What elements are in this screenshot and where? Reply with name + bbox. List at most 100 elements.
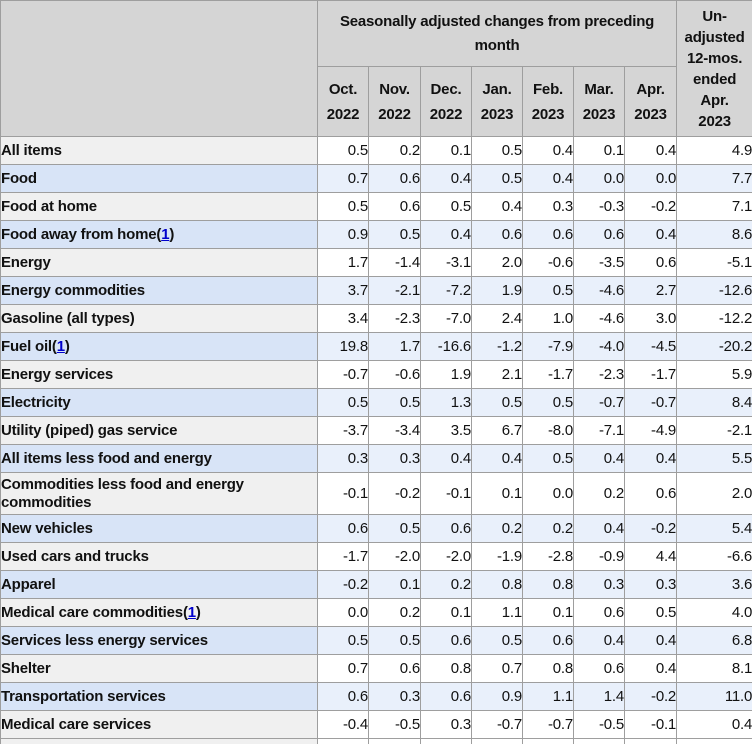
value-cell: -0.4 [317, 710, 369, 739]
row-label-text: Utility (piped) gas service [1, 421, 178, 439]
value-cell: 0.5 [368, 626, 421, 655]
table-row: Apparel -0.2 0.1 0.2 0.8 0.8 0.3 0.3 3.6 [0, 570, 752, 599]
value-cell [471, 738, 523, 744]
value-cell: 0.5 [623, 598, 678, 627]
value-cell: -5.1 [676, 248, 752, 277]
table-row: Energy 1.7 -1.4 -3.1 2.0 -0.6 -3.5 0.6 -5.1 [0, 248, 752, 277]
value-cell: 0.5 [317, 388, 369, 417]
value-cell: 0.5 [317, 192, 369, 221]
value-cell: -4.0 [573, 332, 625, 361]
value-cell: -0.5 [368, 710, 421, 739]
table-row: Food away from home(1) 0.9 0.5 0.4 0.6 0.6 0.6… [0, 220, 752, 249]
value-cell: 0.5 [471, 164, 523, 193]
value-cell [676, 738, 752, 744]
row-label: Food at home [0, 192, 318, 221]
table-row: Energy commodities 3.7 -2.1 -7.2 1.9 0.5 -4.6 2… [0, 276, 752, 305]
value-cell: 1.9 [471, 276, 523, 305]
value-cell: -2.3 [368, 304, 421, 333]
value-cell: 3.4 [317, 304, 369, 333]
value-cell: 0.3 [420, 710, 472, 739]
footnote-link[interactable]: 1 [56, 337, 65, 355]
value-cell: 3.5 [420, 416, 472, 445]
value-cell: 2.7 [623, 276, 678, 305]
footnote-link[interactable]: 1 [187, 603, 196, 621]
value-cell: 0.2 [471, 514, 523, 543]
value-cell: -1.7 [623, 360, 678, 389]
value-cell: 0.1 [368, 570, 421, 599]
value-cell: 0.3 [623, 570, 678, 599]
value-cell: 0.6 [420, 514, 472, 543]
row-label-text: Apparel [1, 575, 56, 593]
row-label-text: Food away from home [1, 225, 157, 243]
value-cell: 4.9 [676, 136, 752, 165]
row-label-text: Food at home [1, 197, 97, 215]
row-label-text: Electricity [1, 393, 71, 411]
value-cell: 0.5 [368, 388, 421, 417]
value-cell: 0.8 [471, 570, 523, 599]
footnote-link[interactable]: 1 [161, 225, 170, 243]
value-cell: -12.6 [676, 276, 752, 305]
row-label: Energy commodities [0, 276, 318, 305]
value-cell: -0.5 [573, 710, 625, 739]
value-cell: 1.7 [317, 248, 369, 277]
value-cell: 0.4 [623, 444, 678, 473]
value-cell: 0.6 [420, 682, 472, 711]
value-cell: 0.6 [368, 654, 421, 683]
value-cell [522, 738, 574, 744]
value-cell: -16.6 [420, 332, 472, 361]
value-cell: 0.2 [368, 598, 421, 627]
value-cell: 0.4 [471, 444, 523, 473]
value-cell: 0.9 [317, 220, 369, 249]
value-cell: 0.2 [522, 514, 574, 543]
row-label: Energy services [0, 360, 318, 389]
value-cell: -0.7 [522, 710, 574, 739]
value-cell: 0.0 [623, 164, 678, 193]
value-cell: 1.1 [471, 598, 523, 627]
value-cell: 0.0 [522, 472, 574, 515]
value-cell: -4.6 [573, 304, 625, 333]
row-label: Apparel [0, 570, 318, 599]
row-label-text: Energy [1, 253, 51, 271]
value-cell: 0.5 [368, 220, 421, 249]
table-row: Utility (piped) gas service -3.7 -3.4 3.5 6.… [0, 416, 752, 445]
month-header-cell: Jan. 2023 [471, 66, 523, 137]
value-cell: -0.1 [317, 472, 369, 515]
value-cell: 8.1 [676, 654, 752, 683]
value-cell: 0.6 [573, 598, 625, 627]
value-cell: 0.2 [368, 136, 421, 165]
value-cell: -0.2 [623, 192, 678, 221]
row-label: All items less food and energy [0, 444, 318, 473]
row-label-text: Shelter [1, 659, 51, 677]
row-label: Food away from home(1) [0, 220, 318, 249]
value-cell: 0.4 [522, 136, 574, 165]
value-cell: 0.3 [368, 444, 421, 473]
row-label-text: New vehicles [1, 519, 93, 537]
value-cell: 0.5 [522, 388, 574, 417]
value-cell: 0.8 [522, 654, 574, 683]
value-cell [420, 738, 472, 744]
value-cell: -0.6 [522, 248, 574, 277]
table-row: Medical care services -0.4 -0.5 0.3 -0.7 -0.7… [0, 710, 752, 739]
table-row: New vehicles 0.6 0.5 0.6 0.2 0.2 0.4 -0.2 5.4 [0, 514, 752, 543]
value-cell: 0.1 [420, 598, 472, 627]
value-cell: -1.4 [368, 248, 421, 277]
value-cell: -0.2 [368, 472, 421, 515]
value-cell: -0.2 [623, 514, 678, 543]
value-cell: 0.4 [623, 136, 678, 165]
value-cell: 2.0 [471, 248, 523, 277]
table-row: Services less energy services 0.5 0.5 0.6 0.… [0, 626, 752, 655]
table-row: Electricity 0.5 0.5 1.3 0.5 0.5 -0.7 -0.7 8.4 [0, 388, 752, 417]
row-label-text: Food [1, 169, 37, 187]
value-cell: -7.1 [573, 416, 625, 445]
value-cell: 8.4 [676, 388, 752, 417]
row-label: All items [0, 136, 318, 165]
table-row: All items less food and energy 0.3 0.3 0.4 0… [0, 444, 752, 473]
value-cell: -3.1 [420, 248, 472, 277]
row-label-text: Energy services [1, 365, 114, 383]
value-cell: -0.6 [368, 360, 421, 389]
value-cell: 0.6 [573, 654, 625, 683]
value-cell [623, 738, 678, 744]
value-cell: 0.6 [522, 626, 574, 655]
